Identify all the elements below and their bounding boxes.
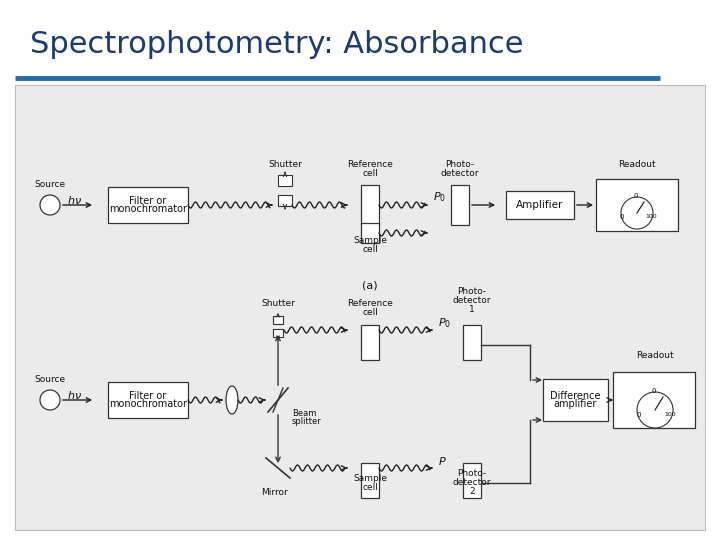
Text: Mirror: Mirror bbox=[261, 488, 287, 497]
FancyBboxPatch shape bbox=[108, 382, 188, 418]
Text: Source: Source bbox=[35, 375, 66, 384]
Text: Filter or: Filter or bbox=[130, 391, 166, 401]
Circle shape bbox=[40, 195, 60, 215]
Text: 2: 2 bbox=[469, 487, 474, 496]
Text: amplifier: amplifier bbox=[553, 399, 597, 409]
FancyBboxPatch shape bbox=[361, 223, 379, 243]
Text: monochromator: monochromator bbox=[109, 204, 187, 214]
Text: cell: cell bbox=[362, 169, 378, 178]
Text: Amplifier: Amplifier bbox=[516, 200, 564, 210]
FancyBboxPatch shape bbox=[361, 325, 379, 360]
FancyBboxPatch shape bbox=[361, 185, 379, 225]
Text: 0: 0 bbox=[652, 388, 656, 394]
Text: detector: detector bbox=[441, 169, 480, 178]
FancyBboxPatch shape bbox=[278, 195, 292, 206]
Circle shape bbox=[40, 390, 60, 410]
Text: 1: 1 bbox=[469, 305, 475, 314]
Text: $P$: $P$ bbox=[438, 455, 446, 467]
Circle shape bbox=[621, 197, 653, 229]
Text: 0: 0 bbox=[620, 214, 624, 220]
FancyBboxPatch shape bbox=[273, 316, 283, 324]
Text: detector: detector bbox=[453, 296, 491, 305]
Text: Photo-: Photo- bbox=[446, 160, 474, 169]
Text: Spectrophotometry: Absorbance: Spectrophotometry: Absorbance bbox=[30, 30, 523, 59]
Text: Source: Source bbox=[35, 180, 66, 189]
Text: splitter: splitter bbox=[292, 417, 322, 427]
FancyBboxPatch shape bbox=[451, 185, 469, 225]
Text: Difference: Difference bbox=[550, 391, 600, 401]
FancyBboxPatch shape bbox=[15, 85, 705, 530]
Text: Beam: Beam bbox=[292, 409, 316, 418]
Text: $P_0$: $P_0$ bbox=[433, 190, 446, 204]
Text: Photo-: Photo- bbox=[457, 287, 487, 296]
FancyBboxPatch shape bbox=[463, 463, 481, 498]
Text: 0: 0 bbox=[634, 193, 638, 199]
Text: Readout: Readout bbox=[636, 351, 674, 360]
Text: Shutter: Shutter bbox=[268, 160, 302, 169]
Ellipse shape bbox=[226, 386, 238, 414]
Text: Shutter: Shutter bbox=[261, 299, 295, 308]
Text: Sample: Sample bbox=[353, 236, 387, 245]
Circle shape bbox=[637, 392, 673, 428]
Text: 100: 100 bbox=[664, 412, 676, 417]
Text: Reference: Reference bbox=[347, 299, 393, 308]
Text: monochromator: monochromator bbox=[109, 399, 187, 409]
FancyBboxPatch shape bbox=[463, 325, 481, 360]
FancyBboxPatch shape bbox=[596, 179, 678, 231]
Text: $h\nu$: $h\nu$ bbox=[66, 194, 81, 206]
FancyBboxPatch shape bbox=[278, 175, 292, 186]
Text: (a): (a) bbox=[362, 280, 378, 290]
Text: Filter or: Filter or bbox=[130, 195, 166, 206]
Text: cell: cell bbox=[362, 308, 378, 317]
Text: $P_0$: $P_0$ bbox=[438, 316, 451, 330]
FancyBboxPatch shape bbox=[108, 187, 188, 223]
Text: $h\nu$: $h\nu$ bbox=[66, 389, 81, 401]
Text: Sample: Sample bbox=[353, 474, 387, 483]
Text: cell: cell bbox=[362, 245, 378, 254]
Text: 0: 0 bbox=[636, 412, 642, 418]
Text: cell: cell bbox=[362, 483, 378, 492]
FancyBboxPatch shape bbox=[273, 329, 283, 337]
FancyBboxPatch shape bbox=[506, 191, 574, 219]
FancyBboxPatch shape bbox=[361, 463, 379, 498]
Text: Readout: Readout bbox=[618, 160, 656, 169]
Text: 100: 100 bbox=[645, 214, 657, 219]
Text: detector: detector bbox=[453, 478, 491, 487]
Text: Reference: Reference bbox=[347, 160, 393, 169]
FancyBboxPatch shape bbox=[542, 379, 608, 421]
FancyBboxPatch shape bbox=[613, 372, 695, 428]
Text: Photo-: Photo- bbox=[457, 469, 487, 478]
